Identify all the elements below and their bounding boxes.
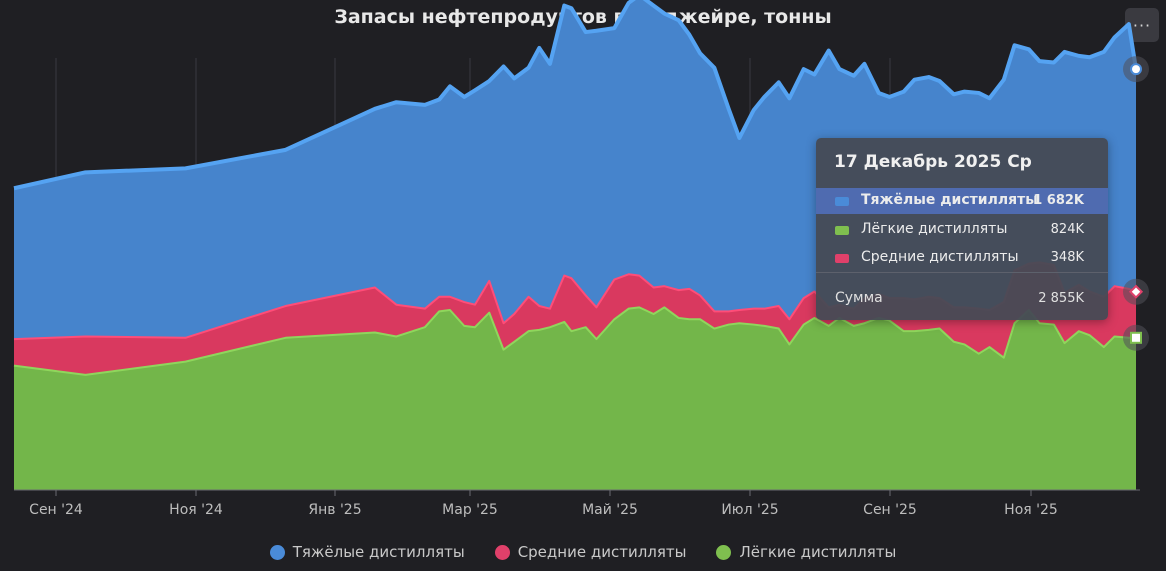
tooltip-divider (816, 272, 1108, 273)
line-heavy-distillates (13, 0, 1138, 191)
x-axis-ticks: Сен '24 Ноя '24 Янв '25 Мар '25 Май '25 Июл '… (29, 490, 1058, 518)
legend-item-light[interactable]: Лёгкие дистилляты (716, 543, 896, 561)
chart-title: Запасы нефтепродуктов в Фуджейре, тонны (334, 6, 832, 28)
tooltip-row-heavy: Тяжёлые дистилляты 1 682K (816, 188, 1108, 214)
legend-item-heavy[interactable]: Тяжёлые дистилляты (269, 543, 465, 561)
hover-markers (1123, 56, 1149, 351)
x-tick-label: Мар '25 (442, 502, 498, 518)
tooltip-row-light: Лёгкие дистилляты 824K (816, 217, 1108, 243)
legend-item-middle[interactable]: Средние дистилляты (494, 543, 687, 561)
more-horizontal-icon: ··· (1132, 15, 1152, 35)
legend-label: Тяжёлые дистилляты (292, 543, 465, 561)
chart-legend: Тяжёлые дистилляты Средние дистилляты Лё… (0, 540, 1166, 564)
x-tick-label: Сен '24 (29, 502, 83, 518)
tooltip-series-value: 824K (1050, 222, 1084, 237)
tooltip-swatch (835, 197, 849, 206)
area-light-distillates (14, 307, 1136, 490)
legend-dot-icon (716, 544, 732, 560)
x-tick-label: Ноя '24 (169, 502, 223, 518)
marker-heavy (1130, 63, 1142, 76)
tooltip-sum-value: 2 855K (1038, 291, 1084, 306)
legend-label: Средние дистилляты (517, 543, 687, 561)
x-tick-label: Сен '25 (863, 502, 917, 518)
x-tick-label: Июл '25 (721, 502, 778, 518)
x-tick-label: Май '25 (582, 502, 638, 518)
tooltip-series-name: Средние дистилляты (861, 249, 1019, 265)
legend-dot-icon (269, 544, 285, 560)
tooltip-series-value: 348K (1050, 250, 1084, 265)
chart-tooltip: 17 Декабрь 2025 Ср Тяжёлые дистилляты 1 … (816, 138, 1108, 320)
legend-dot-icon (494, 544, 510, 560)
tooltip-series-value: 1 682K (1033, 193, 1084, 208)
marker-light (1130, 331, 1142, 344)
legend-label: Лёгкие дистилляты (739, 543, 897, 561)
x-tick-label: Янв '25 (308, 502, 361, 518)
tooltip-date: 17 Декабрь 2025 Ср (834, 152, 1032, 172)
marker-middle (1128, 284, 1144, 299)
tooltip-row-middle: Средние дистилляты 348K (816, 245, 1108, 271)
tooltip-series-name: Тяжёлые дистилляты (861, 192, 1038, 208)
tooltip-swatch (835, 226, 849, 235)
area-middle-distillates (14, 262, 1136, 375)
x-tick-label: Ноя '25 (1004, 502, 1058, 518)
line-light-distillates (13, 306, 1136, 376)
tooltip-sum-label: Сумма (835, 290, 883, 306)
tooltip-series-name: Лёгкие дистилляты (861, 221, 1008, 237)
tooltip-swatch (835, 254, 849, 263)
